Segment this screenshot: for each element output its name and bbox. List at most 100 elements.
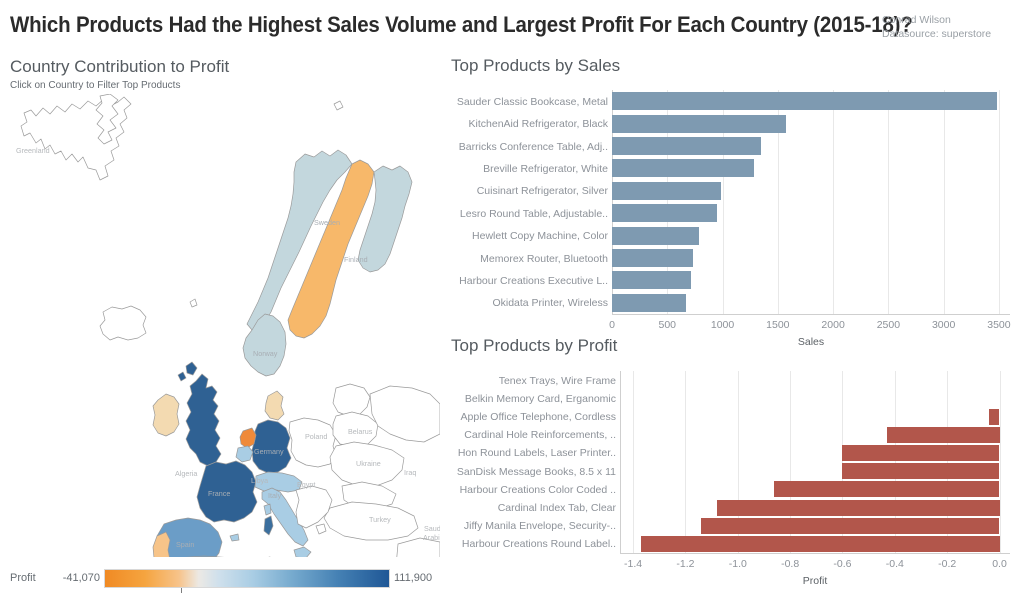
map-region-belgium (235, 445, 254, 463)
x-axis-tick-label: 2500 (876, 319, 901, 331)
x-axis-tick-label: 3500 (987, 319, 1011, 331)
category-label[interactable]: Barricks Conference Table, Adj.. (458, 141, 608, 152)
category-label[interactable]: Cardinal Hole Reinforcements, .. (464, 430, 616, 441)
category-label[interactable]: Harbour Creations Executive L.. (459, 275, 608, 287)
category-label[interactable]: Hon Round Labels, Laser Printer.. (457, 448, 616, 459)
map-region-balearics (229, 533, 240, 542)
sales-bar-chart[interactable]: Sauder Classic Bookcase, Metal KitchenAid… (440, 87, 1024, 348)
bar[interactable] (641, 535, 1000, 552)
gridline (888, 90, 889, 314)
bar[interactable] (989, 408, 999, 425)
gridline (667, 90, 668, 314)
map-label-turkey: Turkey (369, 515, 391, 524)
bar[interactable] (612, 159, 754, 178)
bar[interactable] (887, 426, 1000, 443)
bar[interactable] (612, 226, 699, 245)
gridline (778, 90, 779, 314)
category-label[interactable]: Harbour Creations Round Label.. (461, 539, 616, 550)
category-label[interactable]: Apple Office Telephone, Cordless (460, 412, 616, 423)
legend-gradient-bar[interactable] (104, 569, 390, 588)
map-label-belarus: Belarus (348, 427, 373, 436)
map-title: Country Contribution to Profit (10, 57, 230, 76)
gridline (944, 90, 945, 314)
map-panel: Country Contribution to Profit Click on … (0, 52, 440, 557)
bar[interactable] (717, 499, 1000, 516)
bar[interactable] (701, 517, 999, 534)
x-axis-tick-label: -0.6 (833, 558, 852, 570)
category-label[interactable]: Lesro Round Table, Adjustable.. (459, 208, 608, 220)
category-label[interactable]: Cardinal Index Tab, Clear (497, 503, 616, 514)
gridline (833, 90, 834, 314)
category-label[interactable]: Breville Refrigerator, White (483, 163, 608, 175)
bar[interactable] (612, 204, 717, 223)
map-region-turkey (323, 501, 419, 541)
legend-max-value: 111,900 (394, 572, 433, 584)
category-label[interactable]: Tenex Trays, Wire Frame (498, 375, 616, 387)
bar[interactable] (612, 114, 786, 133)
gridline (790, 371, 791, 553)
map-label-libya: Libya (251, 476, 268, 485)
category-label[interactable]: Hewlett Copy Machine, Color (472, 231, 608, 242)
category-label[interactable]: Belkin Memory Card, Erganomic (464, 393, 616, 405)
x-axis-title: Profit (802, 575, 828, 587)
gridline (685, 371, 686, 553)
bar[interactable] (842, 444, 999, 461)
bar[interactable] (774, 481, 999, 498)
category-label[interactable]: Cuisinart Refrigerator, Silver (476, 186, 608, 197)
category-label[interactable]: Okidata Printer, Wireless (492, 298, 608, 309)
y-axis-line (612, 90, 613, 314)
page-title: Which Products Had the Highest Sales Vol… (10, 12, 913, 37)
bar[interactable] (612, 137, 761, 155)
map-region-ireland (152, 393, 180, 437)
x-axis-tick-label: -1.4 (624, 558, 643, 570)
map-region-sardinia (263, 515, 274, 536)
map-label-norway: Norway (253, 349, 278, 358)
x-axis-tick-label: 0 (609, 319, 615, 331)
gridline (633, 371, 634, 553)
map-region-russia-west (369, 385, 440, 443)
map-label-greenland: Greenland (16, 146, 50, 155)
category-label[interactable]: Harbour Creations Color Coded .. (459, 484, 616, 496)
legend-zero-tick (181, 588, 182, 593)
map-region-iceland (99, 305, 147, 341)
category-label[interactable]: Sauder Classic Bookcase, Metal (456, 96, 608, 108)
category-label[interactable]: Memorex Router, Bluetooth (480, 253, 608, 264)
author-name: Conrad Wilson (882, 14, 951, 26)
category-label[interactable]: Jiffy Manila Envelope, Security-.. (463, 521, 616, 532)
bar[interactable] (842, 463, 999, 480)
gridline (738, 371, 739, 553)
profit-bar-chart[interactable]: Tenex Trays, Wire Frame Belkin Memory Car… (440, 368, 1024, 609)
map-label-iraq: Iraq (404, 468, 416, 477)
x-axis-tick-label: 3000 (931, 319, 956, 331)
bar[interactable] (612, 293, 686, 312)
map-region-uk-isles-2 (177, 371, 187, 382)
gridline (842, 371, 843, 553)
choropleth-map[interactable]: Greenland Norway Sweden Finland Germany … (0, 94, 440, 557)
map-region-sicily (293, 546, 312, 557)
x-axis-tick-label: -1.2 (676, 558, 695, 570)
map-label-ukraine: Ukraine (356, 459, 381, 468)
map-label-poland: Poland (305, 432, 327, 441)
map-region-norway-south (242, 313, 287, 377)
map-region-sweden (287, 159, 375, 339)
profit-chart-panel: Top Products by Profit Tenex Trays, Wire… (440, 332, 1024, 609)
bar[interactable] (612, 92, 997, 111)
bar[interactable] (612, 181, 721, 200)
map-label-france: France (208, 489, 230, 498)
x-axis-tick-label: -0.2 (938, 558, 957, 570)
category-label[interactable]: SanDisk Message Books, 8.5 x 11 (456, 466, 616, 478)
category-label[interactable]: KitchenAid Refrigerator, Black (468, 119, 608, 130)
gridline (1000, 371, 1001, 553)
map-region-poland (288, 417, 337, 468)
map-region-scotland-isles (185, 361, 198, 376)
map-label-spain: Spain (176, 540, 194, 549)
bar[interactable] (612, 271, 691, 290)
gridline (895, 371, 896, 553)
map-label-finland: Finland (344, 255, 368, 264)
map-region-netherlands (239, 427, 257, 449)
bar[interactable] (612, 249, 693, 267)
byline: Conrad Wilson Datasource: superstore (882, 13, 991, 41)
map-label-saudi-arabia-2: Arabia (423, 533, 440, 542)
map-label-algeria: Algeria (175, 469, 197, 478)
